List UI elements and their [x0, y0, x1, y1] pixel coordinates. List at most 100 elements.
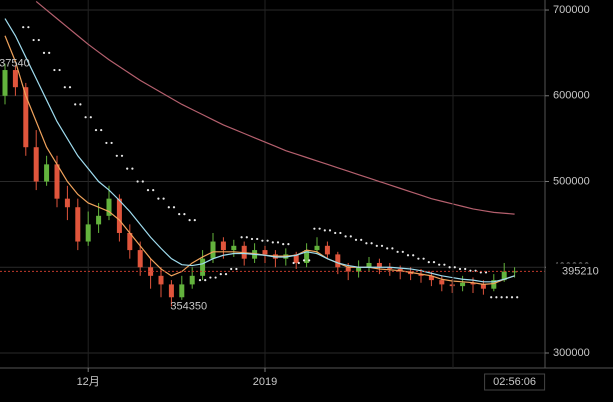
sar-dot	[250, 237, 254, 241]
sar-dot	[448, 266, 451, 269]
candle-body	[501, 271, 507, 281]
sar-dot	[120, 154, 124, 157]
candle-body	[376, 262, 382, 268]
sar-dot	[302, 259, 306, 262]
sar-dot	[68, 86, 72, 89]
candle-body	[293, 254, 299, 263]
sar-dot	[490, 296, 493, 299]
candle-body	[106, 198, 112, 216]
candle-body	[33, 147, 39, 182]
sar-dot	[32, 38, 35, 42]
sar-dot	[396, 250, 399, 253]
time-label: 02:56:06	[493, 376, 536, 388]
time-box	[484, 373, 546, 391]
sar-dot	[172, 206, 176, 209]
sar-dot	[287, 243, 290, 246]
sar-dot	[282, 243, 285, 246]
sar-dot	[365, 242, 368, 245]
sar-dot	[100, 128, 103, 132]
candle-body	[44, 164, 50, 182]
sar-dot	[152, 188, 155, 192]
candle-body	[189, 275, 195, 285]
candle-body	[12, 70, 18, 88]
sar-dot	[219, 273, 222, 276]
sar-dot	[500, 296, 503, 299]
sar-dot	[167, 206, 170, 209]
sar-dot	[354, 238, 358, 241]
sar-dot	[157, 197, 160, 200]
sar-dot	[94, 128, 98, 132]
candle-body	[366, 262, 372, 268]
min-label: 354350	[170, 300, 207, 312]
y-tick-label: 300000	[553, 347, 590, 359]
candle-body	[480, 284, 486, 289]
candle-body	[335, 254, 341, 268]
sar-dot	[27, 26, 30, 29]
sar-dot	[328, 229, 332, 232]
candle-body	[460, 282, 466, 287]
y-tick-label: 700000	[553, 4, 590, 16]
ma-line	[4, 18, 515, 283]
sar-dot	[240, 236, 243, 239]
candle-body	[449, 284, 455, 287]
sar-dot	[334, 231, 337, 235]
candle-body	[345, 267, 351, 272]
sar-dot	[209, 276, 212, 279]
sar-dot	[323, 229, 326, 232]
sar-dot	[245, 236, 248, 239]
sar-dot	[443, 263, 446, 266]
sar-dot	[115, 154, 118, 157]
sar-dot	[146, 188, 150, 192]
candle-body	[304, 250, 310, 263]
sar-dot	[48, 51, 51, 55]
sar-dot	[318, 227, 321, 230]
max-label: 637540	[0, 57, 30, 69]
sar-dot	[230, 267, 233, 271]
candle-body	[231, 245, 237, 251]
sar-dot	[84, 116, 87, 119]
y-tick-label: 500000	[553, 175, 590, 187]
sar-dot	[256, 237, 259, 241]
sar-dot	[22, 26, 25, 29]
candle-body	[127, 232, 133, 251]
sar-dot	[417, 257, 420, 260]
candle-body	[85, 224, 91, 242]
sar-dot	[214, 276, 217, 279]
sar-dot	[136, 180, 139, 183]
candle-body	[148, 267, 154, 276]
sar-dot	[178, 212, 181, 216]
sar-dot	[406, 254, 410, 257]
sar-dot	[370, 242, 373, 245]
sar-dot	[391, 247, 394, 250]
sar-dot	[162, 197, 165, 200]
x-tick-label: 12月	[77, 376, 100, 388]
sar-dot	[188, 218, 191, 222]
sar-dot	[53, 68, 56, 72]
candle-body	[2, 70, 8, 96]
sar-dot	[42, 51, 46, 55]
candle-body	[210, 241, 216, 259]
sar-dot	[266, 239, 269, 242]
sar-dot	[105, 141, 108, 145]
candle-body	[220, 241, 226, 251]
candle-body	[116, 198, 122, 233]
sar-dot	[110, 141, 113, 145]
sar-dot	[495, 296, 498, 299]
sar-dot	[308, 259, 311, 262]
sar-dot	[235, 267, 238, 271]
sar-dot	[375, 244, 378, 247]
sar-dot	[63, 86, 66, 89]
sar-dot	[37, 38, 40, 42]
last-price-box	[546, 263, 612, 280]
sar-dot	[261, 239, 264, 242]
candle-body	[54, 164, 60, 199]
candle-body	[64, 198, 70, 208]
sar-dot	[380, 244, 384, 247]
sar-dot	[516, 296, 519, 299]
candle-body	[418, 274, 424, 276]
candle-body	[439, 280, 445, 285]
sar-dot	[458, 267, 462, 271]
candle-body	[23, 87, 29, 148]
sar-dot	[198, 279, 202, 282]
